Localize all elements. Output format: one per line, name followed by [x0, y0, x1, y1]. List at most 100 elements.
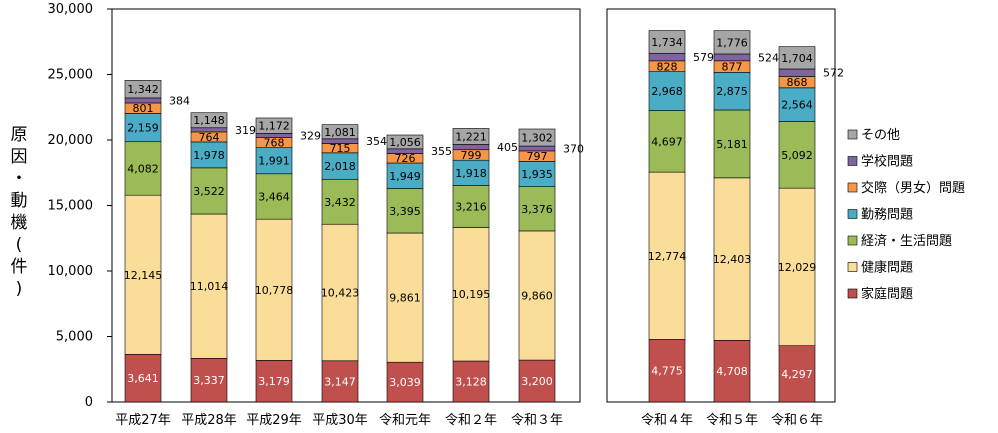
data-label: 5,092 — [781, 149, 813, 162]
data-label: 4,708 — [716, 365, 748, 378]
bar-segment — [452, 159, 490, 186]
bar-segment — [190, 141, 228, 169]
bar-segment — [452, 144, 490, 151]
bar-segment — [255, 147, 293, 175]
bar-segment — [321, 360, 359, 403]
data-label: 1,918 — [455, 167, 487, 180]
bar-segment — [452, 128, 490, 145]
data-label: 9,861 — [389, 292, 421, 305]
y-tick-label: 25,000 — [48, 68, 94, 83]
y-tick-label: 10,000 — [48, 264, 94, 279]
data-label: 1,935 — [521, 168, 553, 181]
data-label: 12,774 — [648, 250, 687, 263]
data-label: 877 — [722, 61, 743, 74]
x-tick-label: 令和６年 — [771, 413, 823, 428]
bar-segment — [713, 340, 751, 403]
bar-segment — [778, 187, 816, 347]
data-label: 12,145 — [124, 269, 163, 282]
x-tick-label: 令和２年 — [445, 413, 497, 428]
legend-swatch — [847, 129, 858, 140]
bar-segment — [124, 113, 162, 143]
data-label: 3,147 — [324, 375, 356, 388]
bar-segment — [648, 339, 686, 403]
bar-segment — [452, 227, 490, 362]
bar-segment — [124, 97, 162, 104]
x-tick-label: 令和５年 — [706, 413, 758, 428]
bar-segment — [518, 128, 556, 147]
data-label: 3,432 — [324, 196, 356, 209]
data-label: 10,423 — [321, 287, 360, 300]
data-label: 355 — [431, 145, 452, 158]
bar-segment — [648, 52, 686, 62]
data-label: 4,297 — [781, 368, 813, 381]
bar-segment — [255, 173, 293, 220]
bar-segment — [518, 359, 556, 403]
x-tick-label: 令和４年 — [641, 413, 693, 428]
data-label: 572 — [823, 67, 844, 80]
bar-segment — [321, 223, 359, 362]
data-label: 4,082 — [127, 162, 159, 175]
data-label: 1,949 — [389, 170, 421, 183]
bar-segment — [386, 162, 424, 189]
bar-segment — [124, 354, 162, 403]
bar-segment — [190, 213, 228, 359]
y-tick-label: 0 — [85, 395, 93, 410]
data-label: 1,704 — [781, 52, 813, 65]
y-axis-label-char: 動 — [11, 191, 28, 211]
bar-segment — [452, 360, 490, 403]
data-label: 3,395 — [389, 205, 421, 218]
data-label: 12,403 — [713, 253, 752, 266]
data-label: 3,464 — [258, 190, 290, 203]
legend-swatch — [847, 235, 858, 246]
data-label: 10,195 — [452, 288, 491, 301]
bar-segment — [321, 124, 359, 140]
y-tick-label: 30,000 — [48, 2, 94, 17]
data-label: 354 — [366, 135, 387, 148]
bar-segment — [778, 46, 816, 70]
data-label: 384 — [169, 94, 190, 107]
legend-swatch — [847, 262, 858, 272]
bar-segment — [255, 117, 293, 134]
data-label: 3,376 — [521, 203, 553, 216]
y-axis-label-char: ・ — [11, 169, 28, 189]
legend-swatch — [847, 156, 858, 166]
bar-segment — [190, 167, 228, 215]
x-tick-label: 令和元年 — [379, 413, 431, 428]
y-axis-label-char: ( — [16, 235, 23, 255]
data-label: 2,018 — [324, 160, 356, 173]
bar-segment — [255, 218, 293, 361]
data-label: 1,148 — [193, 114, 225, 127]
x-tick-label: 平成30年 — [312, 413, 368, 428]
data-label: 3,337 — [193, 374, 225, 387]
legend-label: 家庭問題 — [861, 286, 913, 302]
data-label: 1,776 — [716, 36, 748, 49]
x-tick-label: 平成27年 — [115, 413, 171, 428]
legend-swatch — [847, 209, 858, 219]
data-label: 1,342 — [127, 83, 159, 96]
bar-segment — [124, 80, 162, 99]
data-label: 1,221 — [455, 130, 487, 143]
bar-segment — [778, 121, 816, 189]
bar-segment — [386, 134, 424, 150]
y-axis-label-char: ) — [16, 279, 23, 299]
legend-label: 健康問題 — [861, 260, 913, 276]
x-tick-label: 平成28年 — [181, 413, 237, 428]
legend-label: 交際（男女）問題 — [861, 180, 965, 196]
data-label: 1,302 — [521, 132, 553, 145]
bar-segment — [124, 141, 162, 196]
data-label: 1,978 — [193, 149, 225, 162]
bar-segment — [321, 178, 359, 225]
bar-segment — [124, 194, 162, 355]
data-label: 1,734 — [651, 36, 683, 49]
y-axis-label-char: 原 — [11, 125, 28, 145]
data-label: 405 — [497, 141, 518, 154]
bar-segment — [648, 30, 686, 54]
data-label: 4,775 — [651, 365, 683, 378]
bar-segment — [713, 30, 751, 55]
legend-swatch — [847, 288, 858, 299]
data-label: 3,641 — [127, 372, 159, 385]
data-label: 3,179 — [258, 375, 290, 388]
data-label: 799 — [461, 149, 482, 162]
bar-segment — [190, 357, 228, 403]
legend-label: 学校問題 — [861, 154, 913, 170]
